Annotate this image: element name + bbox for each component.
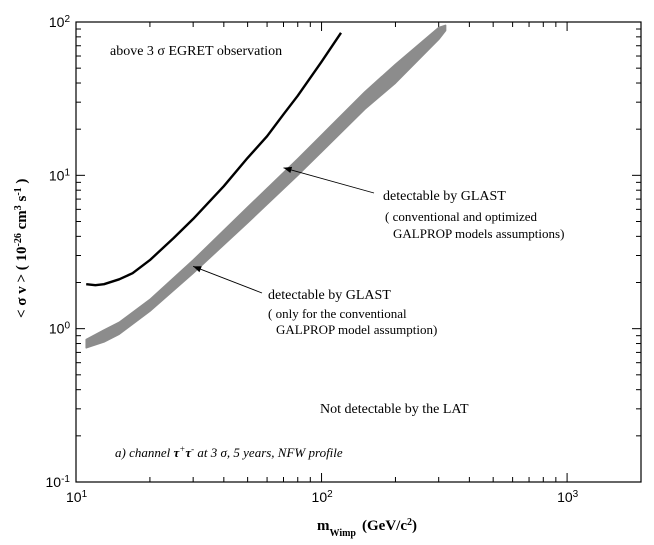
channel-minus: - [191,444,194,454]
y-tick-exp: -1 [61,474,70,485]
y-tick-exp: 1 [64,167,70,178]
annotation-not-detectable: Not detectable by the LAT [320,402,469,417]
x-tick-base: 10 [66,489,82,505]
annotation-glast2-line2: ( only for the conventional [268,306,407,321]
annotation-arrows [192,166,375,294]
y-tick-exp: 2 [64,14,70,25]
arrow-glast2 [192,265,263,294]
channel-label: a) channel τ+τ- at 3 σ, 5 years, NFW pro… [115,444,343,460]
annotation-glast2-line3: GALPROP model assumption) [276,322,437,337]
y-tick-label: 10-1 [46,474,71,491]
ylabel-exp3: -1 [13,187,24,195]
y-tick-label: 101 [49,167,71,184]
series-layer [85,24,447,349]
xlabel-units-exp: 2 [407,517,412,528]
channel-pre: a) channel [115,445,173,460]
y-tick-base: 10 [49,321,65,337]
arrow-glast2-head [193,266,202,273]
channel-tau2: τ [185,445,192,460]
channel-tau1: τ [173,445,180,460]
x-axis-label: mWimp (GeV/c2) [317,517,417,539]
annotation-glast2-line1: detectable by GLAST [268,288,391,303]
arrow-glast1-head [283,166,293,174]
annotation-egret: above 3 σ EGRET observation [110,44,282,59]
xlabel-sub: Wimp [330,528,357,539]
ylabel-exp1: -26 [13,233,24,246]
y-tick-base: 10 [49,167,65,183]
ylabel-post: ) [14,179,30,188]
ylabel-pre: < σ v > ( 10 [14,247,30,319]
channel-plus: + [179,444,185,454]
annotation-glast1-line1: detectable by GLAST [383,189,506,204]
egret-limit-line [86,32,342,287]
y-tick-base: 10 [46,474,62,490]
y-tick-base: 10 [49,14,65,30]
y-tick-label: 100 [49,320,71,337]
glast-band [85,24,447,349]
xlabel-main: m [317,518,330,534]
x-tick-label: 103 [557,489,579,506]
xlabel-units-end: ) [412,518,417,534]
ylabel-mid: cm [14,210,30,233]
y-tick-label: 102 [49,14,71,31]
x-tick-base: 10 [312,489,328,505]
arrow-glast1 [283,167,375,194]
ylabel-exp2: 3 [13,205,24,210]
x-tick-exp: 1 [82,489,88,500]
xlabel-units: (GeV/c [362,518,407,534]
x-tick-label: 101 [66,489,88,506]
annotation-glast1-line3: GALPROP models assumptions) [393,226,564,241]
annotation-glast1-line2: ( conventional and optimized [385,209,537,224]
channel-post: at 3 σ, 5 years, NFW profile [194,445,343,460]
x-tick-exp: 2 [327,489,333,500]
ylabel-mid2: s [14,196,30,206]
axis-ticks [75,22,642,483]
x-tick-label: 102 [312,489,334,506]
y-axis-label: < σ v > ( 10-26 cm3 s-1 ) [13,179,31,318]
plot-frame [75,21,642,483]
x-tick-base: 10 [557,489,573,505]
y-tick-exp: 0 [64,320,70,331]
x-tick-exp: 3 [573,489,579,500]
